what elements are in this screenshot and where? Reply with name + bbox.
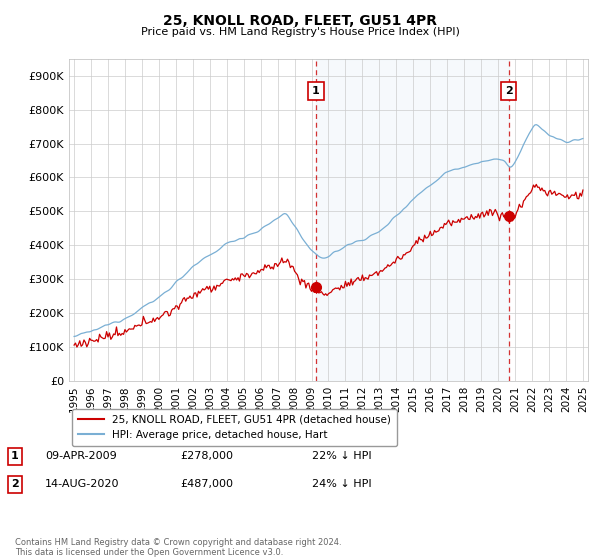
- Bar: [316, 59, 509, 381]
- Text: 24% ↓ HPI: 24% ↓ HPI: [312, 479, 371, 489]
- Text: 1: 1: [312, 86, 320, 96]
- Text: Contains HM Land Registry data © Crown copyright and database right 2024.
This d: Contains HM Land Registry data © Crown c…: [15, 538, 341, 557]
- Text: £278,000: £278,000: [180, 451, 233, 461]
- Text: 25, KNOLL ROAD, FLEET, GU51 4PR: 25, KNOLL ROAD, FLEET, GU51 4PR: [163, 14, 437, 28]
- Legend: 25, KNOLL ROAD, FLEET, GU51 4PR (detached house), HPI: Average price, detached h: 25, KNOLL ROAD, FLEET, GU51 4PR (detache…: [71, 409, 397, 446]
- Text: 09-APR-2009: 09-APR-2009: [45, 451, 117, 461]
- Text: Price paid vs. HM Land Registry's House Price Index (HPI): Price paid vs. HM Land Registry's House …: [140, 27, 460, 37]
- Text: 14-AUG-2020: 14-AUG-2020: [45, 479, 119, 489]
- Text: 2: 2: [11, 479, 19, 489]
- Text: 2: 2: [505, 86, 512, 96]
- Text: 1: 1: [11, 451, 19, 461]
- Text: 22% ↓ HPI: 22% ↓ HPI: [312, 451, 371, 461]
- Text: £487,000: £487,000: [180, 479, 233, 489]
